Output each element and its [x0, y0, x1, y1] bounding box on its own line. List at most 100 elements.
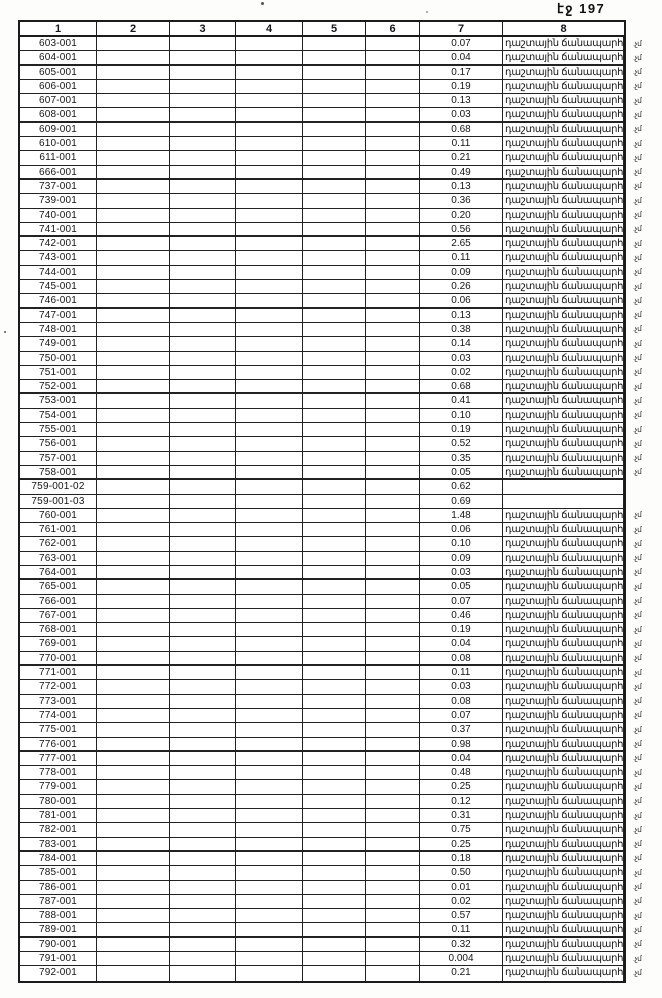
cell-land-use-label: դաշտային ճանապարհ	[505, 451, 625, 466]
table-row: 747-001 0.13 դաշտային ճանապարհ .չմ	[20, 308, 642, 323]
cell-col2-empty	[97, 637, 170, 651]
cell-col4-empty	[236, 608, 303, 623]
row-margin-note: .չմ	[633, 510, 642, 520]
cell-col5-empty	[303, 551, 366, 566]
row-margin-note: .չմ	[633, 896, 642, 906]
row-margin-note: .չմ	[633, 753, 642, 763]
cell-land-use-label	[503, 494, 624, 508]
cell-col3-empty	[170, 551, 236, 566]
cell-area-value: 0.25	[420, 837, 503, 852]
cell-col5-empty	[303, 594, 366, 609]
cell-parcel-id: 774-001	[20, 708, 97, 723]
cell-col5-empty	[303, 365, 366, 380]
cell-land-use-label: դաշտային ճանապարհ	[505, 894, 625, 909]
cell-col6-empty	[366, 809, 420, 823]
cell-col5-empty	[303, 651, 366, 666]
cell-parcel-id: 783-001	[20, 837, 97, 852]
cell-col2-empty	[97, 179, 170, 194]
cell-land-use-label: դաշտային ճանապարհ	[505, 508, 625, 523]
cell-parcel-id: 603-001	[20, 37, 97, 51]
cell-col2-empty	[97, 737, 170, 752]
cell-col6-empty	[366, 623, 420, 637]
cell-parcel-id: 771-001	[20, 666, 97, 680]
cell-parcel-id: 791-001	[20, 952, 97, 966]
cell-col6-empty	[366, 780, 420, 794]
cell-area-value: 0.03	[420, 680, 503, 694]
cell-land-use-label: դաշտային ճանապարհ	[505, 337, 625, 351]
cell-col5-empty	[303, 794, 366, 809]
cell-land-use-label: դաշտային ճանապարհ	[505, 294, 625, 308]
cell-col3-empty	[170, 194, 236, 208]
cell-col5-empty	[303, 337, 366, 351]
row-margin-note: .չմ	[633, 667, 642, 677]
cell-col5-empty	[303, 465, 366, 480]
cell-area-value: 0.04	[420, 637, 503, 651]
cell-col2-empty	[97, 594, 170, 609]
cell-col2-empty	[97, 723, 170, 737]
cell-col4-empty	[236, 423, 303, 437]
row-margin-note: .չմ	[633, 152, 642, 162]
cell-parcel-id: 764-001	[20, 565, 97, 580]
cell-col5-empty	[303, 280, 366, 294]
cell-col2-empty	[97, 608, 170, 623]
cell-area-value: 0.31	[420, 809, 503, 823]
cell-col3-empty	[170, 809, 236, 823]
cell-col2-empty	[97, 794, 170, 809]
cell-land-use-label	[503, 480, 624, 494]
cell-col3-empty	[170, 137, 236, 151]
cell-col4-empty	[236, 108, 303, 122]
row-margin-note: .չմ	[633, 824, 642, 834]
table-row: 775-001 0.37 դաշտային ճանապարհ .չմ	[20, 723, 642, 738]
cell-col3-empty	[170, 423, 236, 437]
cell-col3-empty	[170, 708, 236, 723]
table-row: 779-001 0.25 դաշտային ճանապարհ .չմ	[20, 780, 642, 795]
cell-area-value: 0.36	[420, 194, 503, 208]
row-margin-note: .չմ	[633, 224, 642, 234]
row-margin-note: .չմ	[633, 267, 642, 277]
cell-col3-empty	[170, 365, 236, 380]
cell-area-value: 0.62	[420, 480, 503, 494]
row-margin-note: .չմ	[633, 910, 642, 920]
cell-col6-empty	[366, 680, 420, 694]
cell-area-value: 0.52	[420, 437, 503, 451]
cell-land-use-label: դաշտային ճանապարհ	[505, 766, 625, 780]
cell-col3-empty	[170, 437, 236, 451]
table-row: 792-001 0.21 դաշտային ճանապարհ .չմ	[20, 966, 642, 981]
cell-col4-empty	[236, 537, 303, 551]
table-row: 741-001 0.56 դաշտային ճանապարհ .չմ	[20, 222, 642, 238]
row-margin-note: .չմ	[633, 596, 642, 606]
cell-col4-empty	[236, 480, 303, 494]
cell-area-value: 0.18	[420, 851, 503, 866]
row-margin-note: .չմ	[633, 453, 642, 463]
cell-parcel-id: 740-001	[20, 208, 97, 223]
cell-col5-empty	[303, 608, 366, 623]
cell-col4-empty	[236, 437, 303, 451]
cell-land-use-label: դաշտային ճանապարհ	[505, 694, 625, 709]
row-margin-note: .չմ	[633, 109, 642, 119]
cell-col4-empty	[236, 794, 303, 809]
cell-col5-empty	[303, 766, 366, 780]
cell-area-value: 0.05	[420, 465, 503, 480]
scan-speck	[261, 2, 264, 5]
cell-col2-empty	[97, 251, 170, 265]
cell-col5-empty	[303, 394, 366, 408]
cell-col2-empty	[97, 523, 170, 537]
table-row: 768-001 0.19 դաշտային ճանապարհ .չմ	[20, 623, 642, 638]
row-margin-note: .չմ	[633, 138, 642, 148]
row-margin-note: .չմ	[633, 681, 642, 691]
cell-parcel-id: 761-001	[20, 523, 97, 537]
table-row: 752-001 0.68 դաշտային ճանապարհ .չմ	[20, 380, 642, 395]
row-margin-note: .չմ	[633, 810, 642, 820]
cell-col5-empty	[303, 451, 366, 466]
cell-parcel-id: 743-001	[20, 251, 97, 265]
table-row: 759-001-03 0.69	[20, 494, 624, 509]
row-margin-note: .չմ	[633, 195, 642, 205]
cell-area-value: 0.11	[420, 137, 503, 151]
row-margin-note: .չմ	[633, 210, 642, 220]
cell-col3-empty	[170, 766, 236, 780]
column-header-3: 3	[170, 22, 236, 35]
cell-area-value: 0.57	[420, 909, 503, 923]
cell-area-value: 0.02	[420, 894, 503, 909]
table-row: 786-001 0.01 դաշտային ճանապարհ .չմ	[20, 880, 642, 895]
cell-col3-empty	[170, 408, 236, 423]
